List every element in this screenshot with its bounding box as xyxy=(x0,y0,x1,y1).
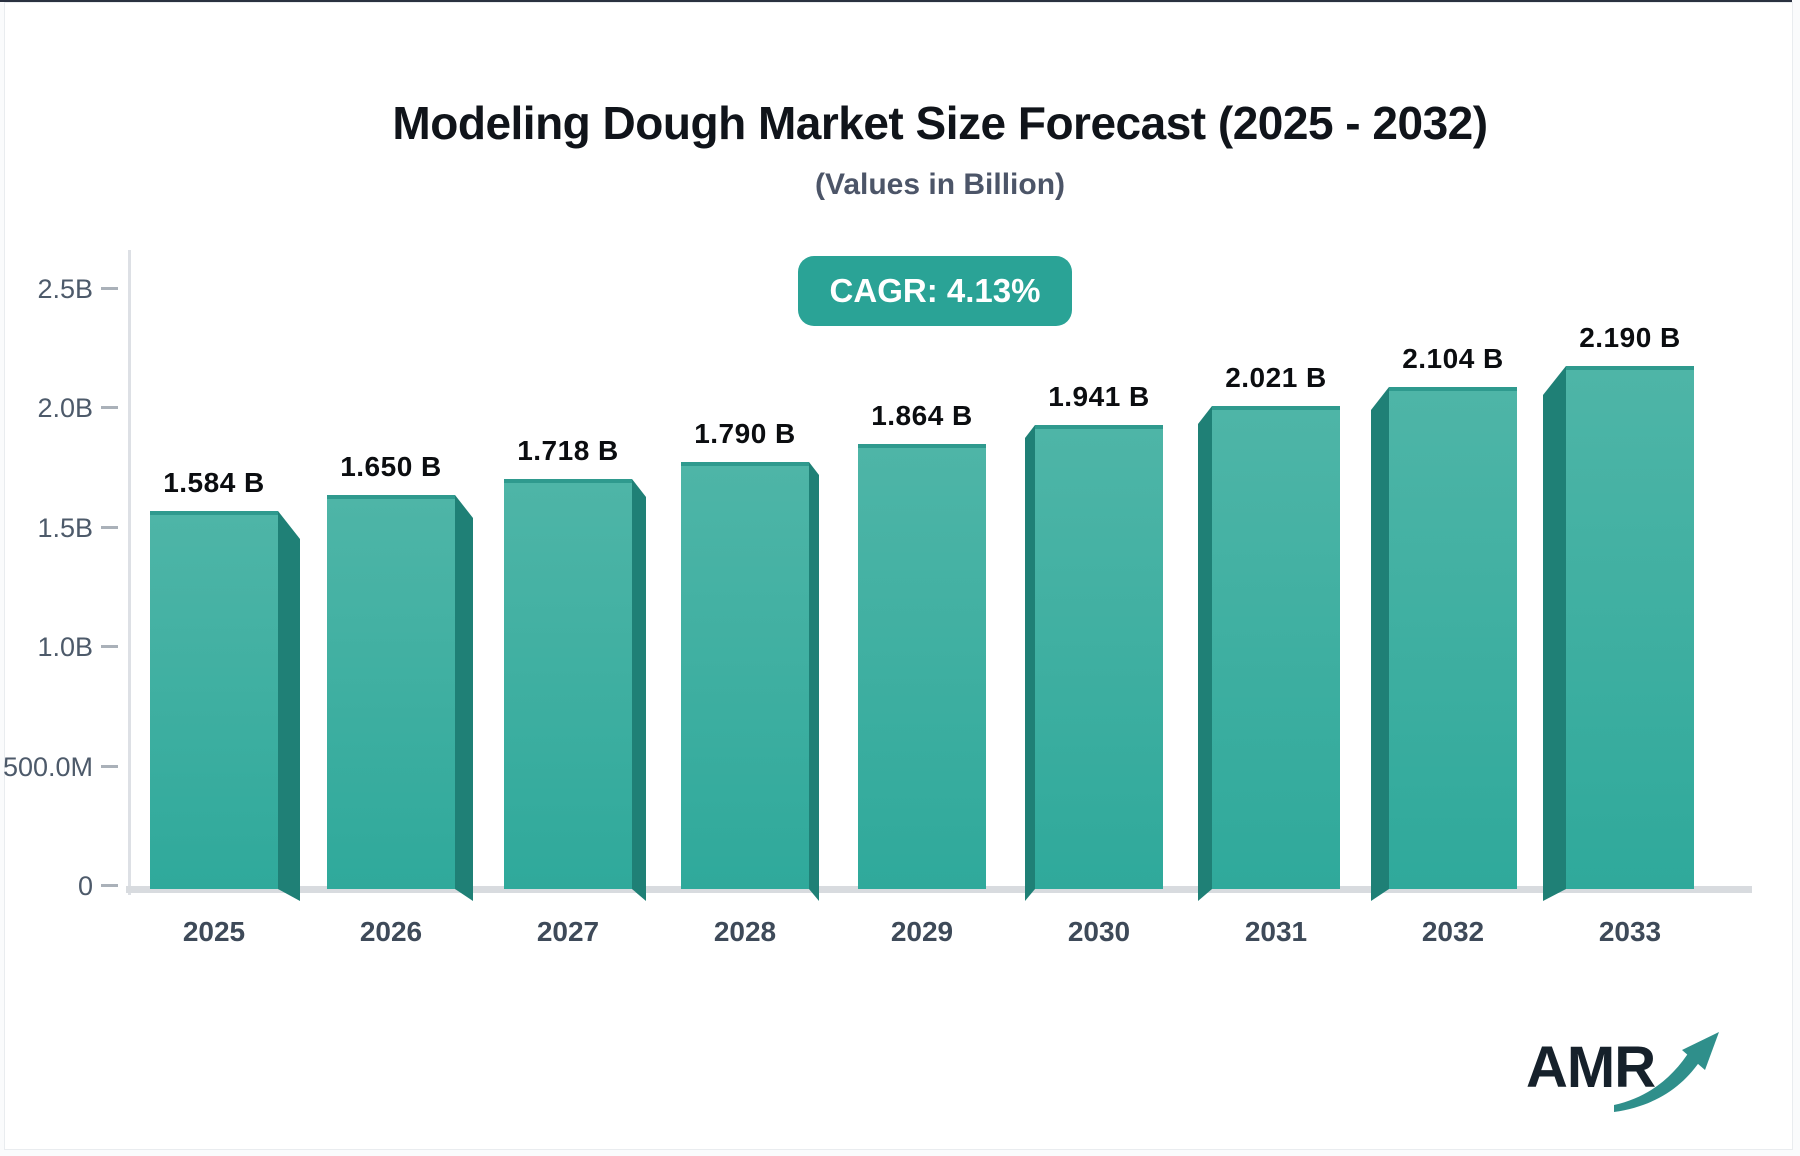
chart-title: Modeling Dough Market Size Forecast (202… xyxy=(392,97,1488,149)
bar-value-label: 1.584 B xyxy=(163,467,265,498)
bar-side-panel xyxy=(809,462,819,901)
bar-2028 xyxy=(681,462,809,889)
bar-value-label: 2.021 B xyxy=(1225,362,1327,393)
x-tick-label-2027: 2027 xyxy=(536,916,600,947)
bar-side-panel xyxy=(1543,366,1566,901)
bar-2033 xyxy=(1566,366,1694,889)
bar-side-panel xyxy=(278,511,300,901)
y-tick-label: 1.0B xyxy=(37,632,93,663)
y-tick-label: 500.0M xyxy=(2,751,93,782)
x-axis-line xyxy=(126,886,1752,893)
y-tick-mark xyxy=(101,525,118,529)
x-tick-label-2033: 2033 xyxy=(1598,916,1662,947)
bar-value-label: 1.941 B xyxy=(1048,381,1150,412)
growth-arrow-icon xyxy=(1614,1032,1719,1112)
amr-logo-text: AMR xyxy=(1526,1035,1656,1100)
y-tick-mark xyxy=(101,764,118,768)
bar-value-label: 2.104 B xyxy=(1402,343,1504,374)
x-tick-label-2030: 2030 xyxy=(1067,916,1131,947)
x-tick-label-2026: 2026 xyxy=(359,916,423,947)
y-tick-mark xyxy=(101,884,118,887)
bar-side-panel xyxy=(1198,406,1212,901)
amr-logo: AMR xyxy=(1526,1030,1756,1126)
bar-2027 xyxy=(504,479,632,889)
bar-value-label: 1.864 B xyxy=(871,400,973,431)
x-tick-label-2031: 2031 xyxy=(1244,916,1308,947)
bar-2025 xyxy=(150,511,278,889)
y-tick-label: 1.5B xyxy=(37,512,93,543)
x-tick-label-2029: 2029 xyxy=(890,916,954,947)
y-tick-label: 0 xyxy=(77,871,93,901)
x-tick-label-2032: 2032 xyxy=(1421,916,1485,947)
bar-value-label: 2.190 B xyxy=(1579,322,1681,353)
bar-side-panel xyxy=(632,479,646,901)
y-tick-mark xyxy=(101,645,118,649)
bar-2026 xyxy=(327,495,455,889)
bar-2029 xyxy=(858,444,986,889)
bar-value-label: 1.650 B xyxy=(340,451,442,482)
x-tick-label-2028: 2028 xyxy=(713,916,777,947)
chart-subtitle: (Values in Billion) xyxy=(814,168,1066,201)
bar-2030 xyxy=(1035,425,1163,889)
top-border-strip xyxy=(0,0,1792,2)
y-axis-line xyxy=(128,250,131,895)
y-tick-label: 2.5B xyxy=(37,274,93,304)
y-tick-mark xyxy=(101,287,118,290)
y-tick-label: 2.0B xyxy=(37,393,93,424)
bar-value-label: 1.718 B xyxy=(517,435,619,466)
bar-value-label: 1.790 B xyxy=(694,418,796,449)
y-tick-mark xyxy=(101,406,118,410)
bar-2032 xyxy=(1389,387,1517,889)
bar-side-panel xyxy=(455,495,473,901)
cagr-badge: CAGR: 4.13% xyxy=(798,256,1072,326)
x-tick-label-2025: 2025 xyxy=(182,916,246,947)
bar-2031 xyxy=(1212,406,1340,889)
bar-side-panel xyxy=(1025,425,1035,901)
bar-side-panel xyxy=(1371,387,1389,901)
